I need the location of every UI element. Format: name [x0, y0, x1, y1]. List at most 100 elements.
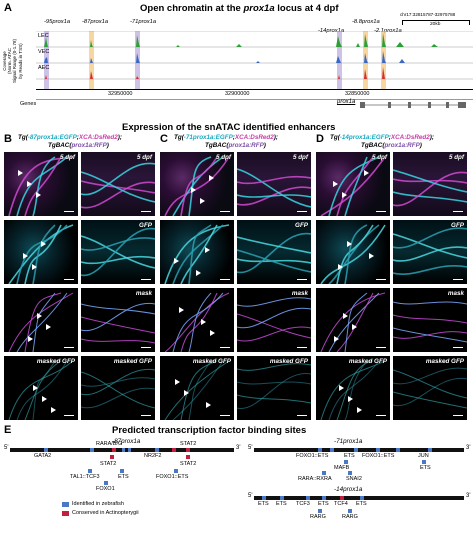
row-label: mask [291, 290, 308, 297]
site-rara [112, 448, 116, 452]
tf87-foxo1: FOXO1 [96, 486, 115, 492]
track-label-vec: VEC [38, 49, 50, 55]
tf87-nr2f2: NR2F2 [144, 453, 162, 459]
vessel-traces [164, 360, 230, 420]
micrograph-d-row2-col1 [316, 220, 390, 284]
tf71-jun: JUN [418, 453, 429, 459]
arrowhead-icon [191, 187, 196, 193]
site-nr2f2 [155, 448, 159, 452]
vessel-traces [81, 368, 155, 409]
arrowhead-icon [206, 402, 211, 408]
site-foxo1-87 [128, 448, 131, 452]
scale-bar [141, 346, 151, 348]
scale-bar [220, 346, 230, 348]
site14-e [340, 496, 344, 500]
tf14-ets-b: ETS [276, 501, 287, 507]
axis-tick-3: 32850000 [345, 91, 370, 97]
site71-c [354, 448, 358, 452]
row-label: 5 dpf [448, 154, 464, 161]
scale-bar [64, 414, 74, 416]
arrowhead-icon [338, 264, 343, 270]
micrograph-grid: 5 dpf 5 dpf GFP mask masked GFP masked GFP 5 d… [0, 152, 475, 422]
scalebar-label: 20kb [430, 22, 441, 27]
micrograph-b-row2-col1 [4, 220, 78, 284]
row-label: 5 dpf [59, 154, 75, 161]
track-aec [36, 67, 473, 79]
vessel-traces [237, 297, 311, 342]
tf71-rara: RARA::RXRA [298, 476, 332, 482]
row-label: mask [447, 290, 464, 297]
micrograph-c-row1-col1: 5 dpf [160, 152, 234, 216]
arrowhead-icon [18, 170, 23, 176]
row-label: 5 dpf [136, 154, 152, 161]
vessel-traces [393, 367, 467, 409]
site14-a [262, 496, 266, 500]
arrowhead-icon [333, 181, 338, 187]
site-tal1-b [88, 469, 92, 473]
site-stat2-b [186, 455, 190, 459]
scale-bar [453, 414, 463, 416]
arrowhead-icon [364, 170, 369, 176]
site14-f [360, 496, 364, 500]
arrowhead-icon [209, 175, 214, 181]
site14-b [280, 496, 284, 500]
site-ets-87 [122, 448, 125, 452]
tf71-snai2: SNAI2 [346, 476, 362, 482]
scale-bar [220, 414, 230, 416]
track-lec [36, 33, 473, 47]
site14-d [322, 496, 326, 500]
vessel-traces [320, 292, 386, 352]
row-label: GFP [139, 222, 152, 229]
vessel-traces [320, 224, 386, 284]
site-foxo1ets-87b [174, 469, 178, 473]
scale-bar [376, 414, 386, 416]
peak-label-87: -87prox1a [82, 19, 109, 25]
vessel-traces [8, 360, 74, 420]
arrowhead-icon [339, 385, 344, 391]
vessel-traces [237, 232, 311, 274]
micrograph-b-row1-col1: 5 dpf [4, 152, 78, 216]
site71-snai2 [348, 471, 352, 475]
site71-b [330, 448, 334, 452]
region-label: chr17:32815787-32975788 [400, 12, 456, 17]
tf87-stat2-a: STAT2 [100, 461, 117, 467]
yaxis-line-4: by Reads in TSS) [17, 43, 23, 79]
site-foxo1ets-87 [172, 448, 176, 452]
enh71-five: 5' [248, 445, 253, 451]
site-tal1 [90, 448, 94, 452]
track-label-aec: AEC [38, 65, 50, 71]
site71-mafb [344, 460, 348, 464]
axis-tick-2: 32900000 [225, 91, 250, 97]
tf14-tcf3: TCF3 [296, 501, 310, 507]
scale-bar [376, 278, 386, 280]
row-label: masked GFP [269, 358, 308, 365]
peak-label-95: -95prox1a [44, 19, 71, 25]
site71-a [318, 448, 322, 452]
tf87-tal1: TAL1::TCF3 [70, 474, 100, 480]
site71-ets2 [422, 460, 426, 464]
panel-b-tg2: TgBAC(prox1a:RFP) [48, 142, 109, 149]
vessel-traces [393, 169, 467, 207]
scale-bar [220, 210, 230, 212]
arrowhead-icon [37, 313, 42, 319]
arrowhead-icon [210, 330, 215, 336]
section-bd-title: Expression of the snATAC identified enha… [122, 122, 336, 133]
arrowhead-icon [201, 319, 206, 325]
site-gata2 [44, 448, 48, 452]
row-label: GFP [295, 222, 308, 229]
tf71-foxo1ets-b: FOXO1::ETS [362, 453, 395, 459]
scale-bar [64, 346, 74, 348]
vessel-traces [8, 156, 74, 216]
panel-d-letter: D [316, 133, 324, 145]
micrograph-d-row2-col2: GFP [393, 220, 467, 284]
panel-e-letter: E [4, 424, 12, 436]
arrowhead-icon [175, 379, 180, 385]
vessel-traces [237, 363, 311, 409]
site-stat2-a [110, 455, 114, 459]
panel-b-letter: B [4, 133, 12, 145]
site71-d [376, 448, 380, 452]
row-label: masked GFP [113, 358, 152, 365]
site-foxo1-b [104, 481, 108, 485]
row-label: 5 dpf [371, 154, 387, 161]
arrowhead-icon [348, 396, 353, 402]
